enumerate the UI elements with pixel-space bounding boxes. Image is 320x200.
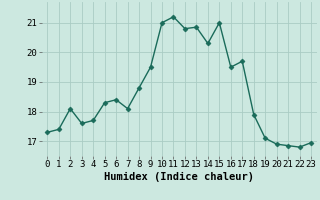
X-axis label: Humidex (Indice chaleur): Humidex (Indice chaleur) xyxy=(104,172,254,182)
